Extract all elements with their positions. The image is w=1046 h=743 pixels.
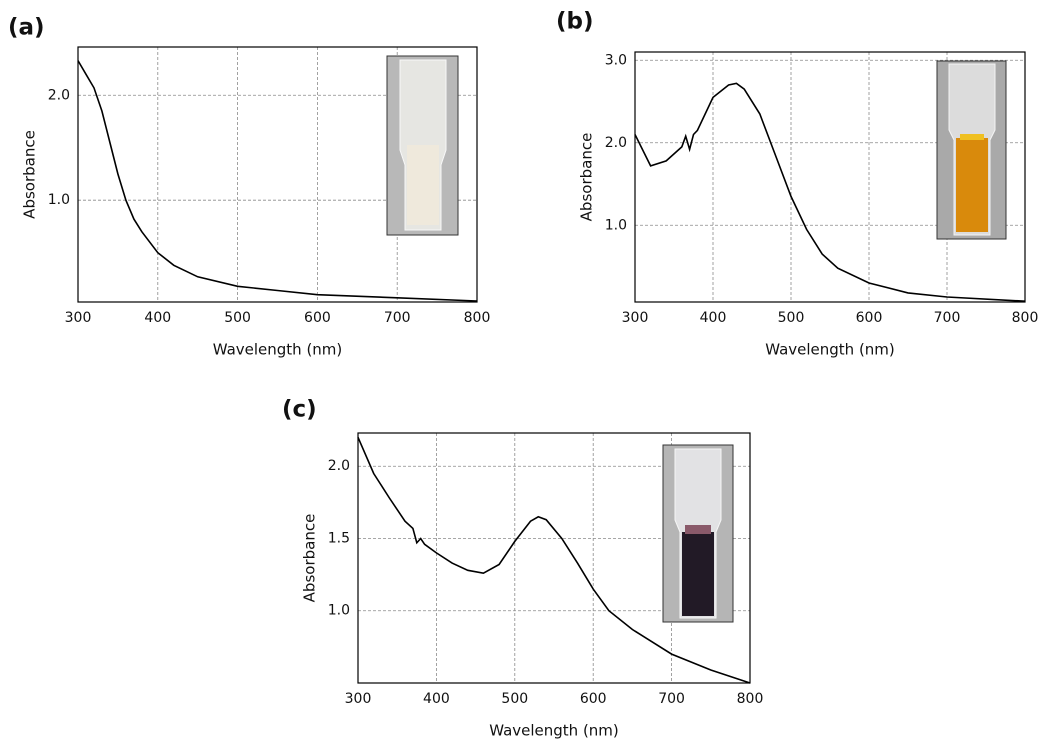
y-tick-label: 2.0 [328, 458, 350, 474]
spectrum-line [634, 82, 1026, 302]
x-tick-label: 600 [304, 310, 331, 326]
spectrum-line [77, 60, 478, 302]
y-tick-label: 1.0 [605, 217, 627, 233]
x-axis-label: Wavelength (nm) [213, 341, 343, 359]
plot-frame [634, 51, 1026, 303]
x-tick-label: 700 [658, 691, 685, 707]
plot-frame [357, 432, 751, 684]
x-tick-label: 800 [464, 310, 491, 326]
x-tick-label: 400 [700, 310, 727, 326]
y-tick-label: 3.0 [605, 52, 627, 68]
x-tick-label: 800 [737, 691, 764, 707]
inset-photo-a [386, 55, 459, 236]
panel-label: (a) [8, 15, 45, 41]
y-axis-label: Absorbance [578, 133, 596, 222]
x-tick-label: 600 [856, 310, 883, 326]
x-tick-label: 300 [622, 310, 649, 326]
x-tick-label: 400 [144, 310, 171, 326]
inset-photo-b [936, 60, 1007, 240]
y-tick-label: 1.0 [48, 192, 70, 208]
x-tick-label: 400 [423, 691, 450, 707]
y-tick-label: 1.0 [328, 603, 350, 619]
x-tick-label: 700 [934, 310, 961, 326]
x-tick-label: 300 [65, 310, 92, 326]
y-tick-label: 2.0 [48, 87, 70, 103]
panel-label: (b) [556, 9, 594, 35]
y-axis-label: Absorbance [301, 514, 319, 603]
plot-frame [77, 46, 478, 303]
spectrum-line [357, 436, 751, 684]
y-axis-label: Absorbance [21, 130, 39, 219]
x-tick-label: 500 [501, 691, 528, 707]
y-tick-label: 2.0 [605, 135, 627, 151]
x-tick-label: 500 [778, 310, 805, 326]
panel-label: (c) [282, 397, 317, 423]
inset-photo-c [662, 444, 734, 623]
x-tick-label: 500 [224, 310, 251, 326]
x-tick-label: 300 [345, 691, 372, 707]
y-tick-label: 1.5 [328, 530, 350, 546]
x-tick-label: 600 [580, 691, 607, 707]
x-axis-label: Wavelength (nm) [489, 722, 619, 740]
x-tick-label: 800 [1012, 310, 1039, 326]
x-axis-label: Wavelength (nm) [765, 341, 895, 359]
x-tick-label: 700 [384, 310, 411, 326]
panel: 300 400 500 600 700 800 1.0 1.5 2.0 [328, 432, 764, 707]
